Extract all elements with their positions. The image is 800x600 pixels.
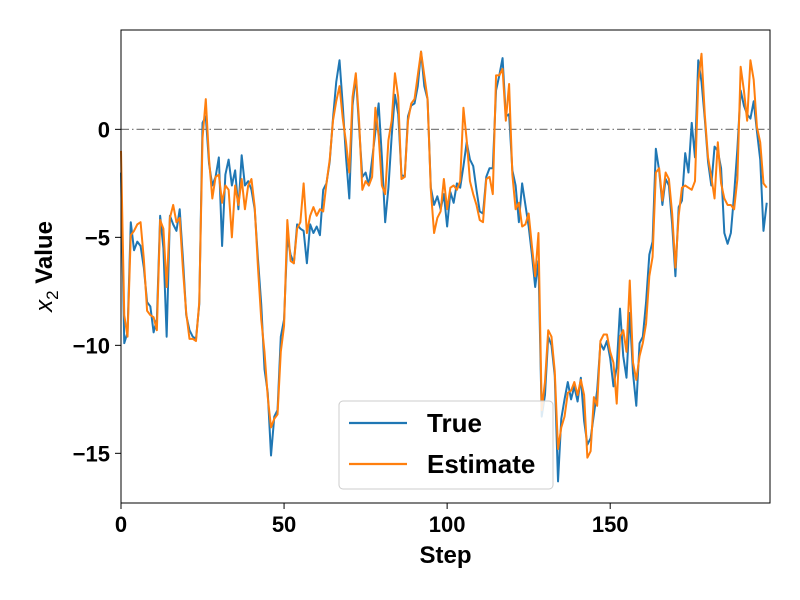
y-axis-label: x2 Value [31,221,62,313]
y-axis-label-var: x [31,299,58,313]
y-axis-label-sub: 2 [43,290,62,299]
y-tick-label: −10 [73,333,110,358]
x-axis-label: Step [419,542,471,569]
series-line-estimate [120,50,768,459]
y-tick-label: 0 [98,117,110,142]
x-tick-label: 50 [272,512,296,537]
legend-label-true: True [427,408,482,438]
legend: True Estimate [338,400,554,490]
x-tick-label: 100 [429,512,466,537]
y-axis-label-rest: Value [31,221,58,290]
x-tick-label: 150 [592,512,629,537]
plot-frame [120,29,771,504]
tick-layer: 0 50 100 150 0 −5 −10 −15 [73,117,629,537]
x-tick-label: 0 [115,512,127,537]
y-tick-label: −15 [73,441,110,466]
series-layer [120,50,768,483]
legend-label-estimate: Estimate [427,449,535,479]
y-tick-label: −5 [85,225,110,250]
